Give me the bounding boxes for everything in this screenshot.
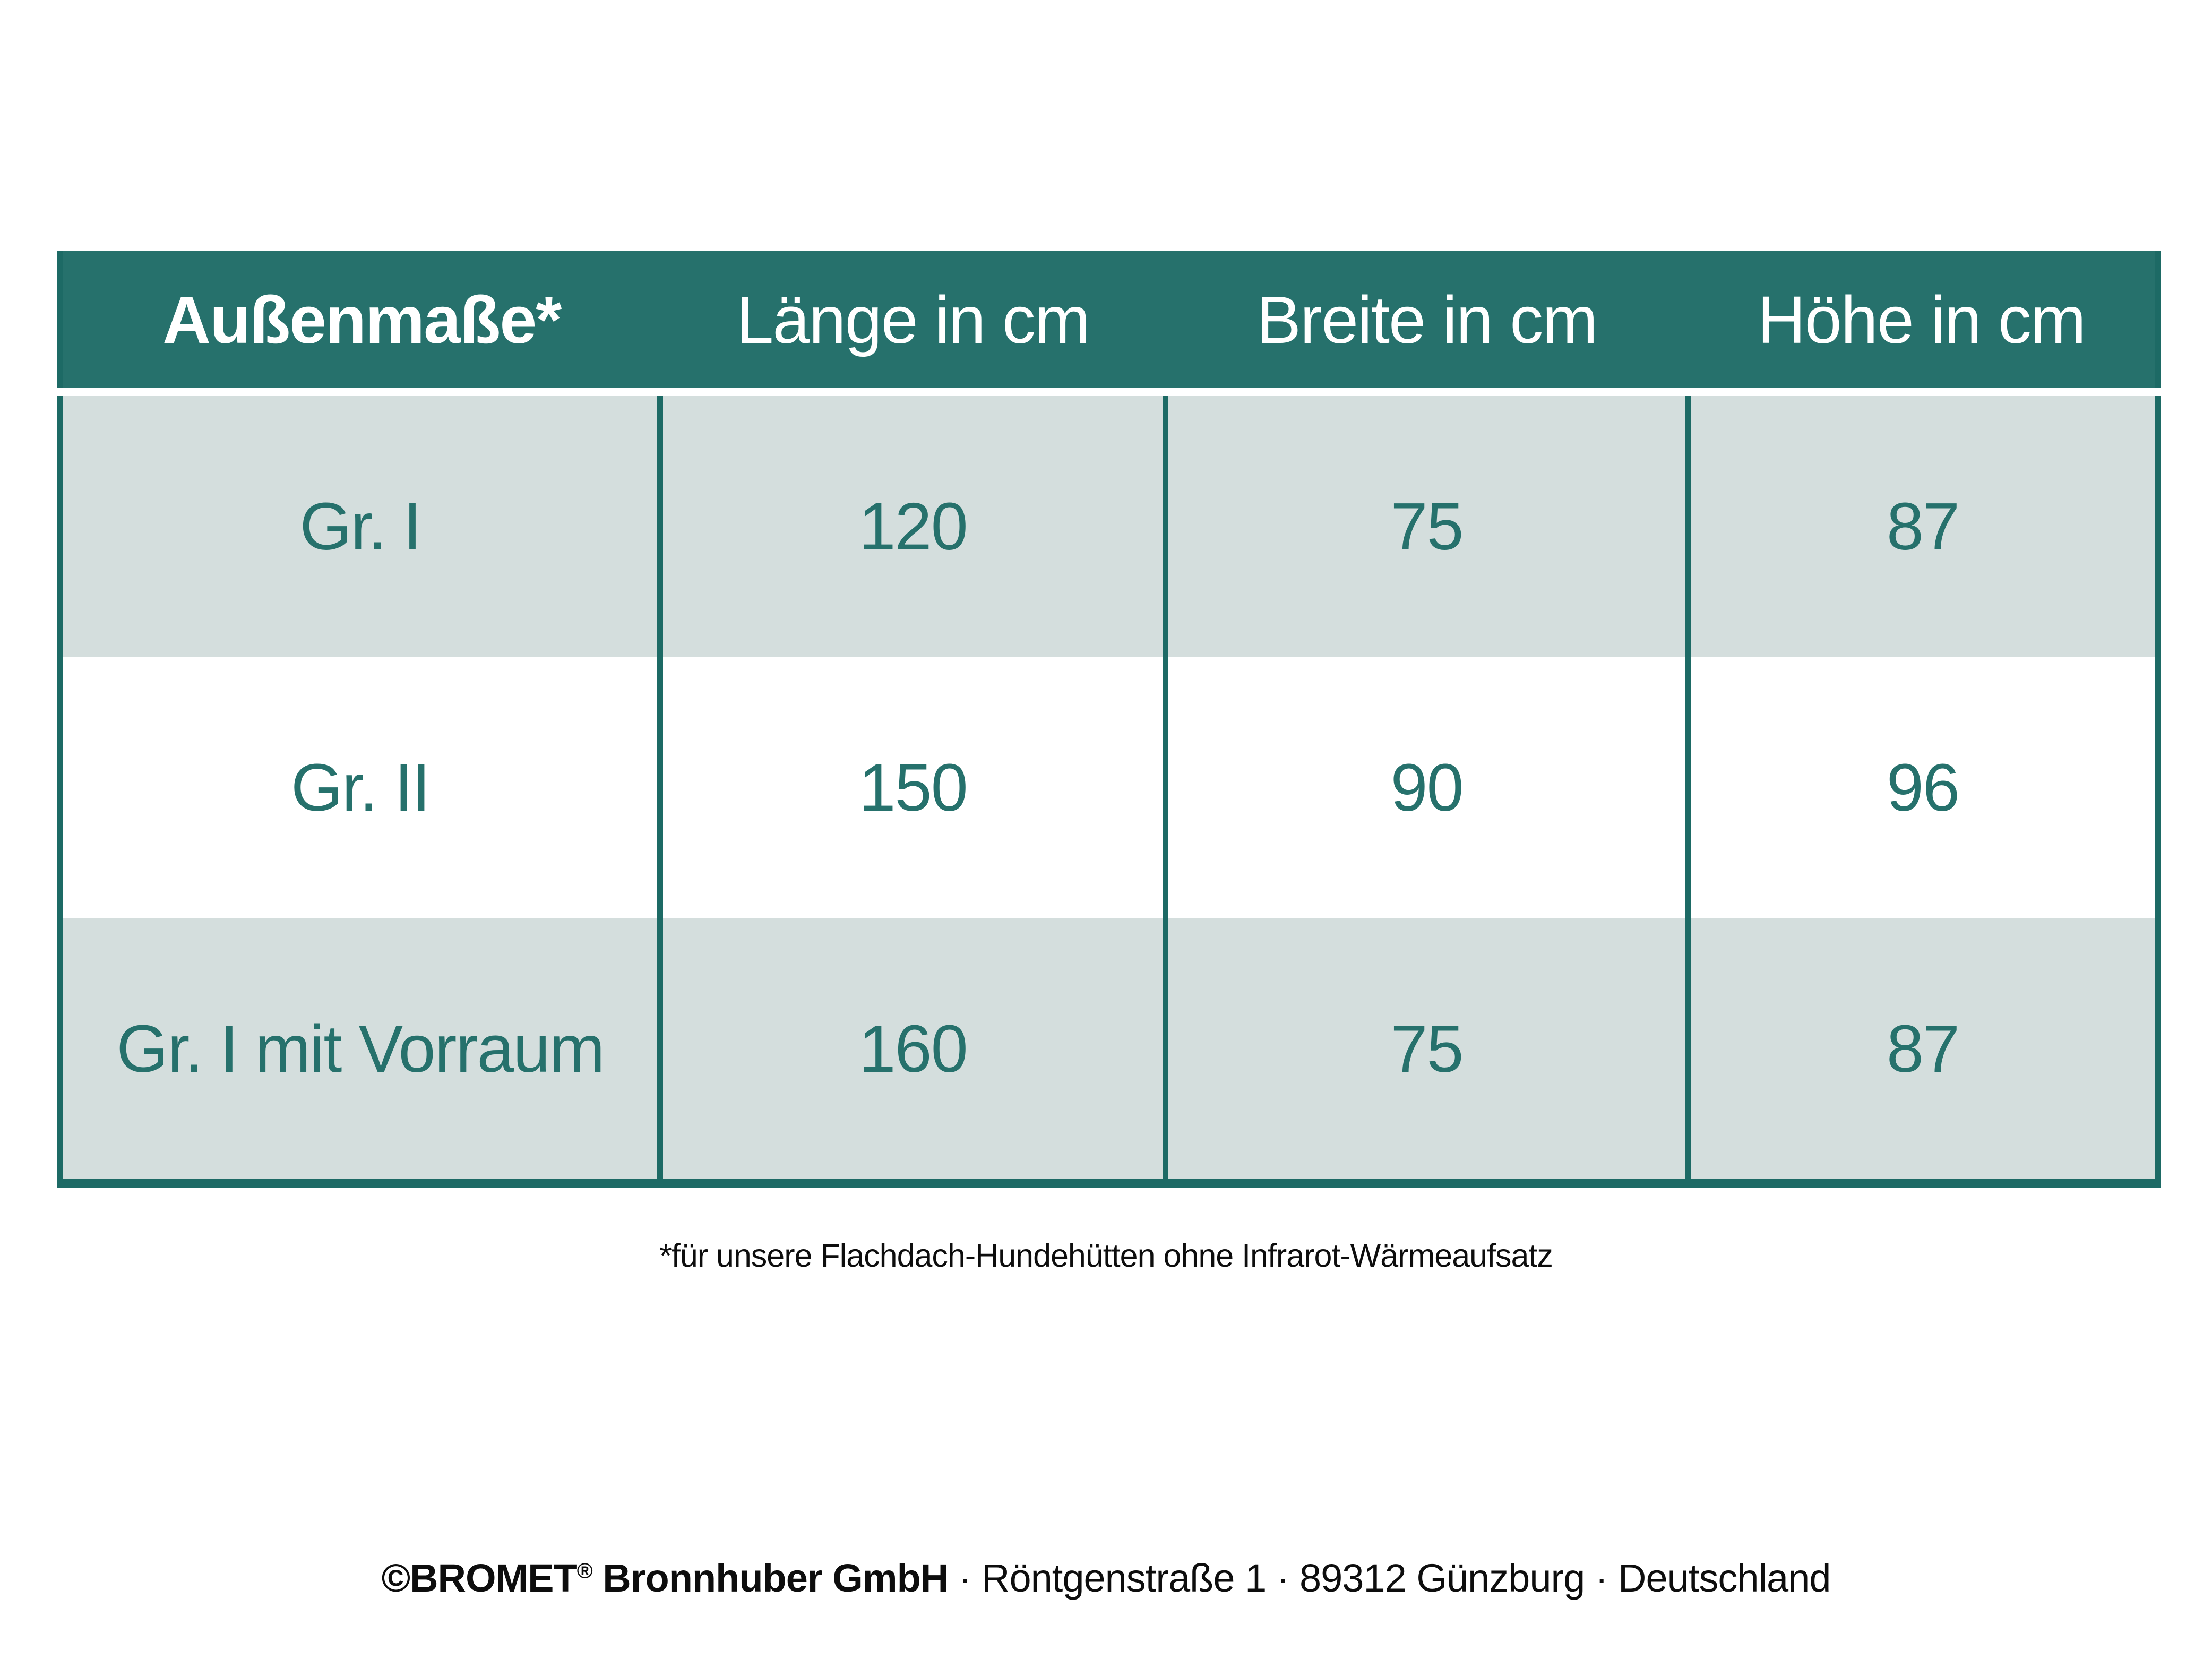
table-cell-hoehe: 87 <box>1684 918 2158 1184</box>
row-label: Gr. I mit Vorraum <box>60 918 660 1184</box>
table-cell-breite: 75 <box>1163 918 1688 1184</box>
table-cell-laenge: 120 <box>657 392 1166 657</box>
table-row-gr2: Gr. II 150 90 96 <box>60 657 2158 918</box>
table-header-row: Außenmaße* Länge in cm Breite in cm Höhe… <box>60 251 2158 396</box>
brand-name: ©BROMET <box>381 1556 578 1600</box>
row-label: Gr. I <box>60 392 660 657</box>
footnote: *für unsere Flachdach-Hundehütten ohne I… <box>659 1237 1553 1274</box>
column-header-aussenmasse: Außenmaße* <box>60 251 660 396</box>
table-cell-breite: 75 <box>1163 392 1688 657</box>
table-row-gr1: Gr. I 120 75 87 <box>60 392 2158 657</box>
dimensions-table: Außenmaße* Länge in cm Breite in cm Höhe… <box>57 251 2161 1188</box>
table-cell-hoehe: 87 <box>1684 392 2158 657</box>
table-cell-laenge: 150 <box>657 657 1166 918</box>
table-cell-hoehe: 96 <box>1684 657 2158 918</box>
registered-trademark-mark: ® <box>576 1558 593 1583</box>
row-label: Gr. II <box>60 657 660 918</box>
table-cell-laenge: 160 <box>657 918 1166 1184</box>
table-row-gr1-vorraum: Gr. I mit Vorraum 160 75 87 <box>60 918 2158 1184</box>
column-header-breite: Breite in cm <box>1165 251 1688 396</box>
brand-suffix: Bronnhuber GmbH <box>592 1556 949 1600</box>
column-header-laenge: Länge in cm <box>660 251 1166 396</box>
footer-address: ©BROMET® Bronnhuber GmbH · Röntgenstraße… <box>0 1555 2212 1601</box>
table-cell-breite: 90 <box>1163 657 1688 918</box>
company-address: · Röntgenstraße 1 · 89312 Günzburg · Deu… <box>948 1556 1831 1600</box>
column-header-hoehe: Höhe in cm <box>1688 251 2158 396</box>
